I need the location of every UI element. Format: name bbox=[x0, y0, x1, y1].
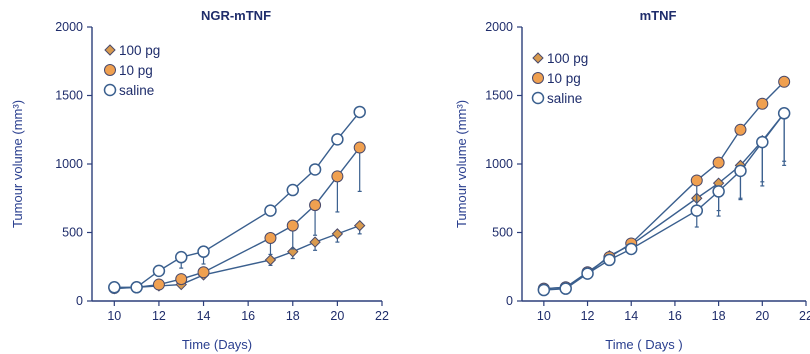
data-point bbox=[130, 281, 143, 294]
chart-title: mTNF bbox=[640, 8, 677, 23]
y-tick-label: 2000 bbox=[55, 20, 83, 34]
x-tick-label: 16 bbox=[241, 309, 255, 323]
data-point bbox=[756, 97, 769, 110]
x-tick-label: 12 bbox=[152, 309, 166, 323]
data-point bbox=[603, 253, 616, 267]
data-point bbox=[152, 264, 166, 278]
y-axis-label: Tumour volume (mm³) bbox=[454, 100, 469, 228]
legend-label: 100 pg bbox=[547, 51, 588, 66]
data-point bbox=[174, 250, 188, 264]
data-point bbox=[734, 164, 747, 178]
data-point bbox=[197, 266, 210, 279]
legend-label: 10 pg bbox=[547, 71, 581, 86]
data-point bbox=[712, 185, 725, 198]
data-point bbox=[777, 107, 791, 120]
data-point bbox=[264, 231, 277, 244]
y-tick-label: 0 bbox=[76, 294, 83, 308]
series-10-pg bbox=[108, 141, 366, 294]
x-tick-label: 10 bbox=[107, 309, 121, 323]
data-point bbox=[309, 199, 322, 212]
data-point bbox=[581, 267, 594, 280]
legend-marker bbox=[532, 72, 544, 84]
y-tick-label: 1000 bbox=[55, 157, 83, 171]
data-point bbox=[712, 156, 725, 169]
x-tick-label: 10 bbox=[537, 309, 551, 323]
data-point bbox=[690, 174, 703, 187]
data-point bbox=[175, 273, 188, 286]
data-point bbox=[309, 236, 321, 248]
data-point bbox=[197, 245, 210, 258]
x-tick-label: 20 bbox=[330, 309, 344, 323]
legend-label: saline bbox=[119, 83, 154, 98]
data-point bbox=[308, 163, 322, 176]
data-point bbox=[264, 254, 277, 266]
data-point bbox=[624, 242, 638, 256]
data-point bbox=[264, 204, 277, 217]
data-point bbox=[286, 219, 299, 232]
x-tick-label: 16 bbox=[668, 309, 682, 323]
series-line bbox=[543, 81, 785, 290]
x-tick-label: 12 bbox=[581, 309, 595, 323]
series-saline bbox=[537, 107, 791, 297]
y-tick-label: 1500 bbox=[485, 89, 513, 103]
series-line bbox=[543, 112, 785, 291]
y-tick-label: 0 bbox=[506, 294, 513, 308]
y-axis-label: Tumour volume (mm³) bbox=[10, 100, 25, 228]
data-point bbox=[331, 228, 344, 240]
legend-marker bbox=[531, 91, 545, 105]
data-point bbox=[287, 245, 299, 258]
legend-marker bbox=[532, 52, 544, 64]
data-point bbox=[353, 219, 366, 232]
data-point bbox=[756, 135, 769, 149]
data-point bbox=[331, 133, 344, 146]
data-point bbox=[108, 281, 121, 294]
series-line bbox=[114, 224, 360, 290]
series-10-pg bbox=[537, 75, 791, 295]
legend: 100 pg 10 pg saline bbox=[531, 51, 588, 106]
legend: 100 pg 10 pg saline bbox=[103, 43, 160, 98]
x-tick-label: 14 bbox=[624, 309, 638, 323]
legend-label: saline bbox=[547, 91, 582, 106]
legend-label: 100 pg bbox=[119, 43, 160, 58]
series-saline bbox=[108, 105, 366, 294]
data-point bbox=[353, 141, 366, 154]
x-tick-label: 18 bbox=[286, 309, 300, 323]
data-point bbox=[286, 183, 300, 197]
data-point bbox=[152, 278, 165, 291]
legend-marker bbox=[104, 44, 116, 56]
x-tick-label: 20 bbox=[755, 309, 769, 323]
legend-label: 10 pg bbox=[119, 63, 153, 78]
data-point bbox=[734, 123, 747, 136]
x-tick-label: 22 bbox=[799, 309, 810, 323]
y-tick-label: 500 bbox=[492, 226, 513, 240]
legend-marker bbox=[104, 64, 116, 76]
x-tick-label: 22 bbox=[375, 309, 389, 323]
data-point bbox=[353, 105, 366, 119]
data-point bbox=[331, 170, 344, 183]
series-line bbox=[114, 111, 361, 288]
x-tick-label: 18 bbox=[712, 309, 726, 323]
chart-panel-1: 10 12 14 16 18 20 22 0 500 1000 1500 2000 NGR-mTNF Ti… bbox=[10, 8, 389, 352]
data-point bbox=[559, 282, 572, 295]
y-tick-label: 1000 bbox=[485, 157, 513, 171]
y-tick-label: 500 bbox=[62, 226, 83, 240]
data-point bbox=[537, 283, 551, 297]
x-tick-label: 14 bbox=[197, 309, 211, 323]
x-axis-label: Time ( Days ) bbox=[605, 337, 683, 352]
data-point bbox=[778, 75, 791, 88]
series-100-pg bbox=[538, 107, 790, 295]
series-line bbox=[114, 147, 361, 289]
legend-marker bbox=[103, 83, 117, 97]
chart-panel-2: 10 12 14 16 18 20 22 0 500 1000 1500 2000 mTNF Time (… bbox=[454, 8, 810, 352]
y-tick-label: 1500 bbox=[55, 89, 83, 103]
data-point bbox=[690, 204, 704, 217]
series-line bbox=[543, 112, 785, 290]
y-tick-label: 2000 bbox=[485, 20, 513, 34]
chart-title: NGR-mTNF bbox=[201, 8, 271, 23]
x-axis-label: Time (Days) bbox=[182, 337, 252, 352]
